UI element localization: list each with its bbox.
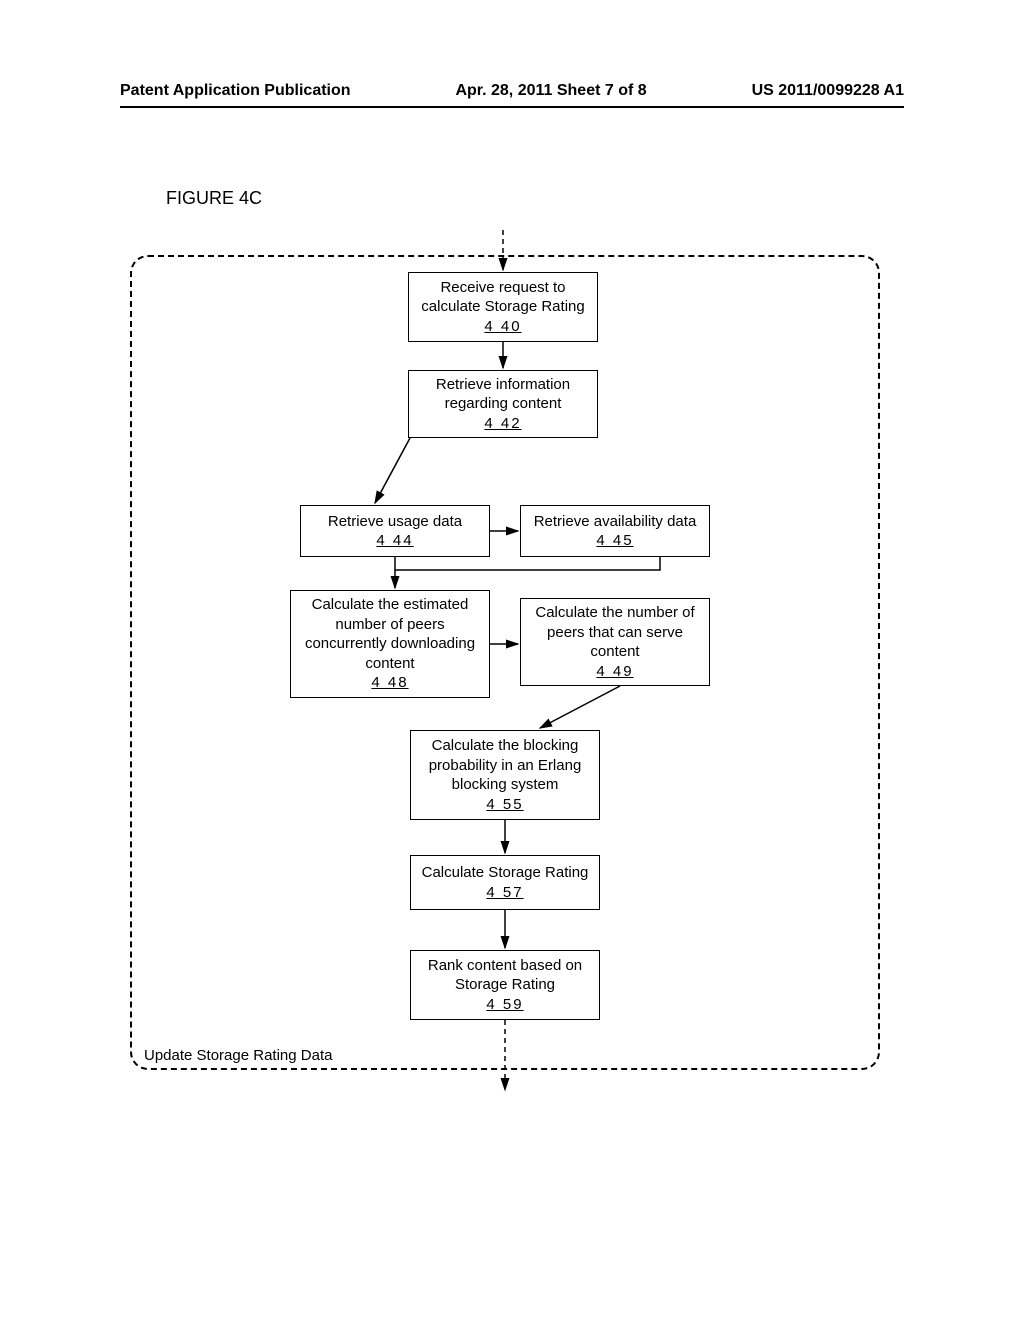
flowchart-area: Update Storage Rating Data Receive reque… — [120, 230, 900, 1070]
node-text: Calculate Storage Rating 4 57 — [419, 863, 591, 902]
header-rule — [120, 106, 904, 108]
node-calc-blocking-prob: Calculate the blocking probability in an… — [410, 730, 600, 820]
node-ref: 4 40 — [484, 317, 521, 337]
node-text: Retrieve usage data — [328, 512, 462, 532]
node-ref: 4 49 — [596, 662, 633, 682]
node-ref: 4 57 — [486, 884, 523, 901]
node-ref: 4 45 — [596, 531, 633, 551]
node-calc-peers-serve: Calculate the number of peers that can s… — [520, 598, 710, 686]
node-text: Calculate the blocking probability in an… — [419, 736, 591, 795]
node-text: Calculate the number of peers that can s… — [529, 603, 701, 662]
node-ref: 4 42 — [484, 414, 521, 434]
node-text: Retrieve information regarding content — [417, 375, 589, 414]
header-right: US 2011/0099228 A1 — [752, 82, 904, 100]
node-text: Rank content based on Storage Rating — [419, 956, 591, 995]
node-receive-request: Receive request to calculate Storage Rat… — [408, 272, 598, 342]
node-retrieve-usage: Retrieve usage data 4 44 — [300, 505, 490, 557]
node-text: Receive request to calculate Storage Rat… — [417, 278, 589, 317]
node-calc-storage-rating: Calculate Storage Rating 4 57 — [410, 855, 600, 910]
node-ref: 4 55 — [486, 795, 523, 815]
page-header: Patent Application Publication Apr. 28, … — [0, 82, 1024, 100]
node-retrieve-availability: Retrieve availability data 4 45 — [520, 505, 710, 557]
header-center: Apr. 28, 2011 Sheet 7 of 8 — [455, 82, 646, 100]
node-text: Calculate the estimated number of peers … — [299, 595, 481, 673]
node-text: Retrieve availability data — [534, 512, 697, 532]
figure-label: FIGURE 4C — [166, 188, 262, 209]
container-label: Update Storage Rating Data — [140, 1047, 336, 1064]
node-ref: 4 48 — [371, 673, 408, 693]
node-calc-peers-downloading: Calculate the estimated number of peers … — [290, 590, 490, 698]
node-retrieve-info: Retrieve information regarding content 4… — [408, 370, 598, 438]
node-ref: 4 59 — [486, 995, 523, 1015]
header-left: Patent Application Publication — [120, 82, 351, 100]
node-rank-content: Rank content based on Storage Rating 4 5… — [410, 950, 600, 1020]
node-ref: 4 44 — [376, 531, 413, 551]
